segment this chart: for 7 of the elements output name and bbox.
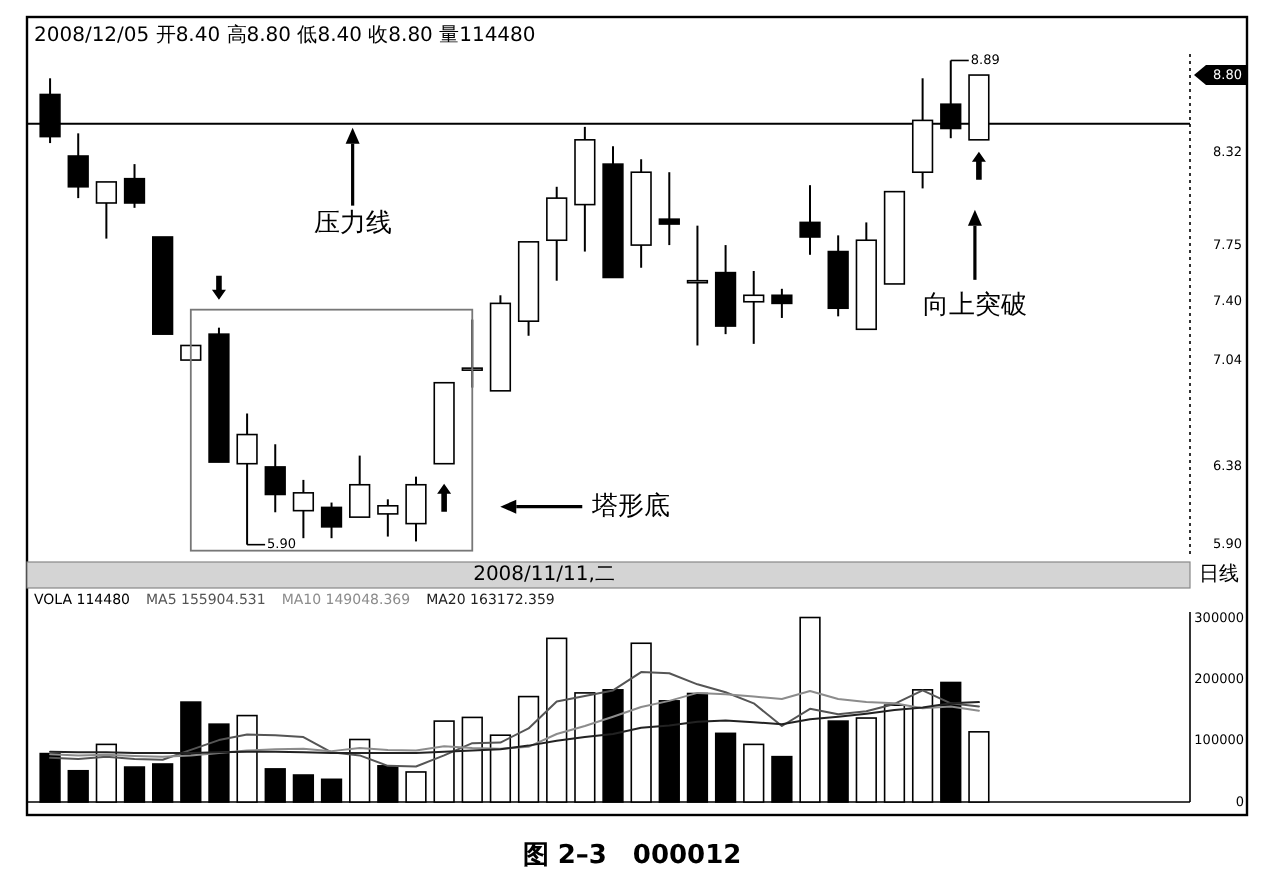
chart-subtitle: 2008/12/05 开8.40 高8.80 低8.40 收8.80 量114480: [34, 23, 536, 48]
caption: 图 2–3 000012: [522, 841, 742, 872]
text: 2008/11/11,二: [473, 564, 615, 587]
annotation: 向上突破: [922, 290, 1027, 321]
legend-label: 压力线: [313, 208, 392, 239]
annotation: 塔形底: [590, 491, 671, 522]
text: 日线: [1198, 562, 1239, 587]
